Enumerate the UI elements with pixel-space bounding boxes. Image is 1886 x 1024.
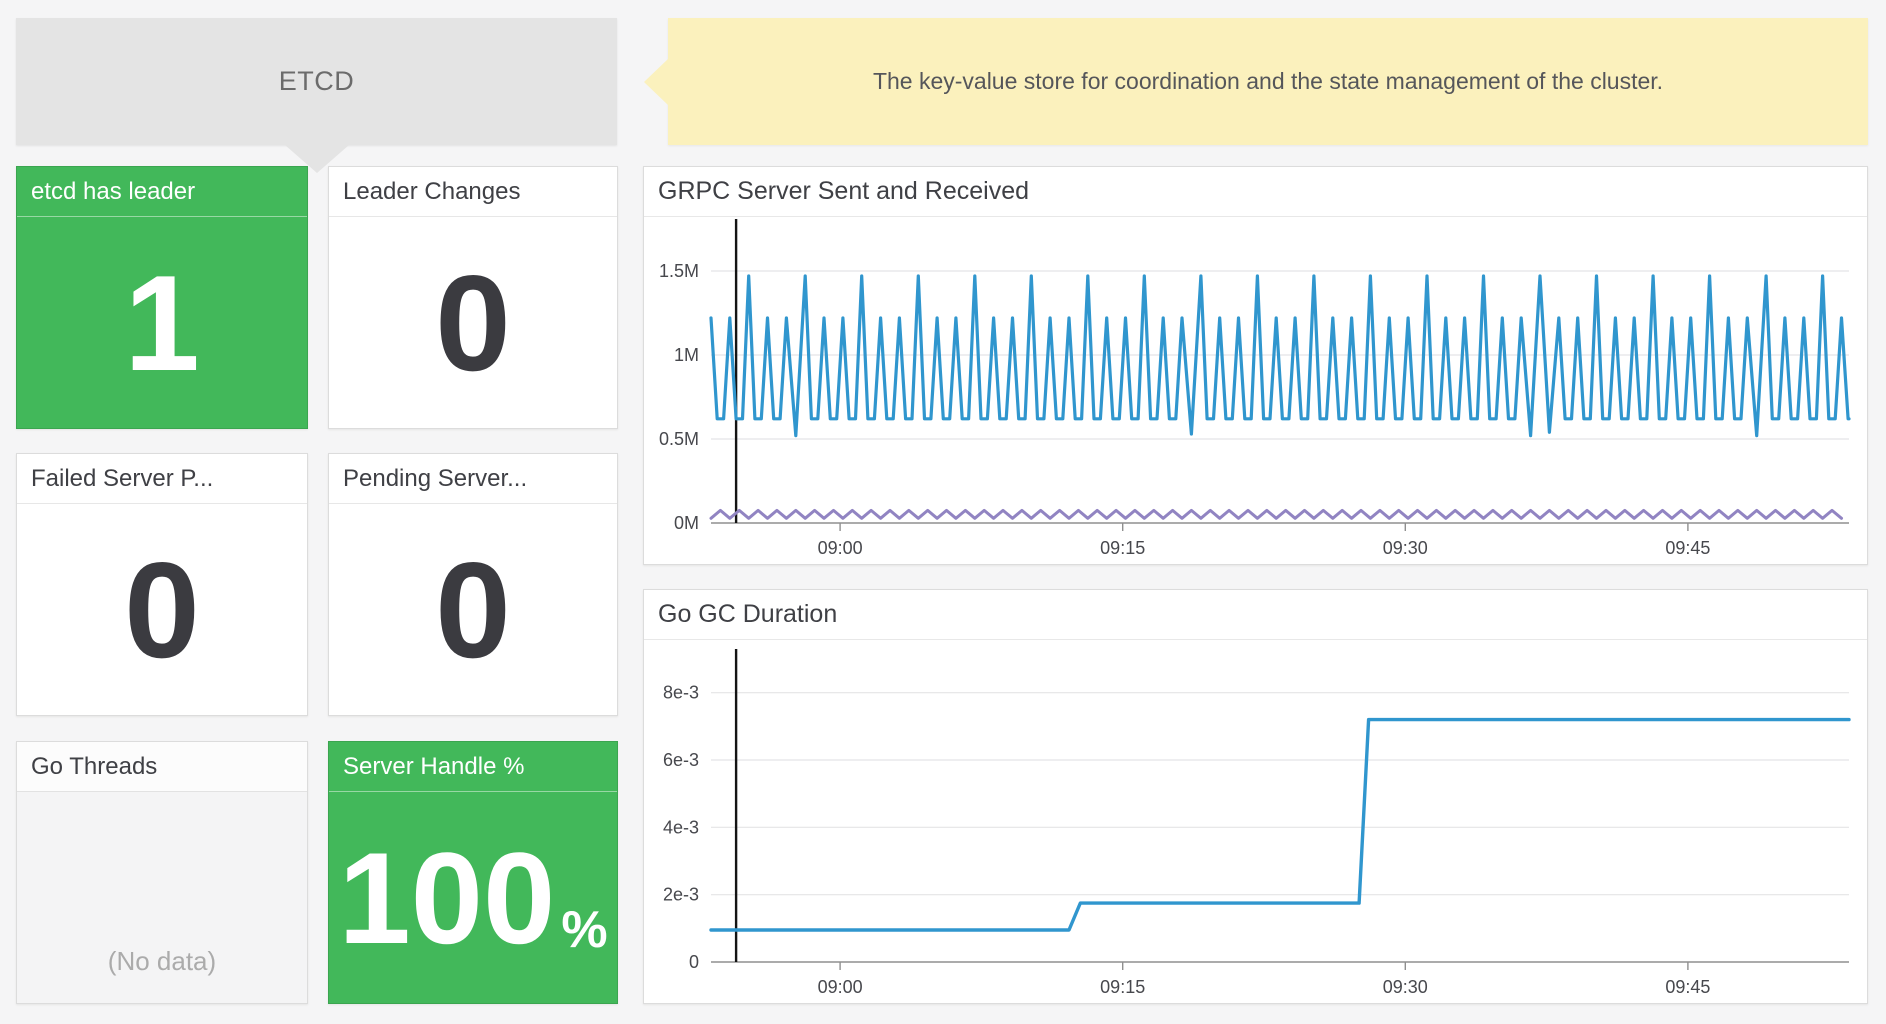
svg-text:0.5M: 0.5M: [659, 429, 699, 449]
grpc-server-chart[interactable]: 0M 0.5M 1M 1.5M 09:00 09:15 09:30 09:45: [644, 217, 1867, 565]
stat-body: 100%: [329, 792, 617, 1003]
stat-panel-pending-server-proposals: Pending Server... 0: [328, 453, 618, 716]
stat-panel-etcd-has-leader: etcd has leader 1: [16, 166, 308, 429]
stat-body: 1: [17, 217, 307, 428]
svg-text:09:30: 09:30: [1383, 538, 1428, 558]
svg-text:09:30: 09:30: [1383, 977, 1428, 997]
svg-text:09:00: 09:00: [818, 538, 863, 558]
stat-percent-suffix: %: [561, 900, 608, 959]
etcd-group-title: ETCD: [278, 66, 355, 96]
svg-text:8e-3: 8e-3: [663, 683, 699, 703]
svg-text:1M: 1M: [674, 345, 699, 365]
svg-text:1.5M: 1.5M: [659, 261, 699, 281]
stat-panel-go-threads: Go Threads (No data): [16, 741, 308, 1004]
panel-title-pending-server-proposals[interactable]: Pending Server...: [329, 454, 617, 504]
stat-body: 0: [329, 217, 617, 428]
svg-text:09:15: 09:15: [1100, 538, 1145, 558]
svg-text:0: 0: [689, 952, 699, 972]
stat-body: 0: [329, 504, 617, 715]
stat-value-etcd-has-leader: 1: [124, 246, 200, 399]
svg-text:09:15: 09:15: [1100, 977, 1145, 997]
panel-title-etcd-has-leader[interactable]: etcd has leader: [17, 167, 307, 217]
svg-text:4e-3: 4e-3: [663, 817, 699, 837]
etcd-description-text: The key-value store for coordination and…: [872, 68, 1664, 94]
chart-panel-go-gc-duration: Go GC Duration 0 2e-3 4e-3 6e-3 8e-3 09:00 09:…: [643, 589, 1868, 1004]
stat-value-server-handle: 100%: [338, 833, 607, 963]
stat-value-failed-server-proposals: 0: [124, 533, 200, 686]
stat-body: 0: [17, 504, 307, 715]
panel-title-server-handle[interactable]: Server Handle %: [329, 742, 617, 792]
stat-panel-failed-server-proposals: Failed Server P... 0: [16, 453, 308, 716]
stat-number: 100: [338, 824, 556, 971]
stat-panel-server-handle: Server Handle % 100%: [328, 741, 618, 1004]
chart-panel-grpc-server: GRPC Server Sent and Received 0M 0.5M 1M 1.…: [643, 166, 1868, 565]
panel-title-leader-changes[interactable]: Leader Changes: [329, 167, 617, 217]
no-data-label: (No data): [107, 946, 217, 976]
panel-title-grpc-server[interactable]: GRPC Server Sent and Received: [644, 167, 1867, 217]
go-gc-duration-chart[interactable]: 0 2e-3 4e-3 6e-3 8e-3 09:00 09:15 09:30 09:45: [644, 640, 1867, 1004]
svg-text:2e-3: 2e-3: [663, 885, 699, 905]
svg-text:09:45: 09:45: [1665, 538, 1710, 558]
panel-title-go-gc-duration[interactable]: Go GC Duration: [644, 590, 1867, 640]
etcd-group-header: ETCD: [16, 18, 617, 173]
svg-text:09:45: 09:45: [1665, 977, 1710, 997]
stat-panel-leader-changes: Leader Changes 0: [328, 166, 618, 429]
panel-title-go-threads[interactable]: Go Threads: [17, 742, 307, 792]
stat-value-leader-changes: 0: [435, 246, 511, 399]
panel-title-failed-server-proposals[interactable]: Failed Server P...: [17, 454, 307, 504]
stat-value-pending-server-proposals: 0: [435, 533, 511, 686]
etcd-description-callout: The key-value store for coordination and…: [644, 18, 1868, 145]
svg-text:09:00: 09:00: [818, 977, 863, 997]
svg-text:0M: 0M: [674, 513, 699, 533]
svg-text:6e-3: 6e-3: [663, 750, 699, 770]
